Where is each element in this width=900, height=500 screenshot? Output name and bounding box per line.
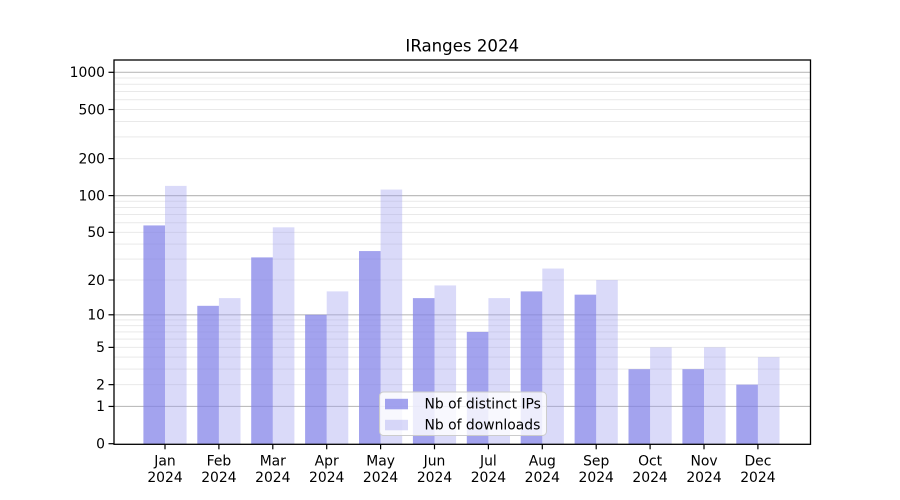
x-tick-label-month-jul: Jul (479, 454, 497, 470)
x-tick-label-year-aug: 2024 (525, 470, 561, 486)
x-tick-label-month-jun: Jun (423, 454, 446, 470)
bar-distinct-ips-feb (197, 305, 219, 445)
y-tick-label-1000: 1000 (70, 65, 105, 81)
y-tick-label-500: 500 (78, 102, 105, 118)
legend-label-downloads: Nb of downloads (425, 418, 541, 434)
bar-downloads-oct (650, 347, 672, 445)
bar-downloads-nov (704, 347, 726, 445)
x-tick-label-month-feb: Feb (207, 454, 232, 470)
bar-distinct-ips-oct (628, 369, 651, 445)
bar-downloads-jan (165, 185, 187, 445)
y-tick-label-1: 1 (96, 399, 105, 415)
bar-distinct-ips-may (359, 251, 381, 445)
bar-distinct-ips-jan (143, 225, 165, 445)
bar-distinct-ips-sep (574, 294, 597, 445)
x-tick-label-year-may: 2024 (363, 470, 399, 486)
x-tick-label-year-oct: 2024 (632, 470, 668, 486)
y-tick-label-50: 50 (87, 225, 105, 241)
chart-title: IRanges 2024 (405, 37, 519, 56)
y-tick-label-20: 20 (87, 273, 105, 289)
legend-box (379, 391, 547, 436)
legend-swatch-downloads (385, 419, 408, 431)
y-tick-label-2: 2 (96, 377, 105, 393)
x-tick-label-month-nov: Nov (690, 454, 717, 470)
x-tick-label-year-apr: 2024 (309, 470, 345, 486)
y-tick-label-0: 0 (96, 437, 105, 453)
y-tick-label-5: 5 (96, 340, 105, 356)
bar-distinct-ips-apr (305, 314, 327, 445)
x-tick-label-month-dec: Dec (744, 454, 771, 470)
plot-frame (113, 59, 812, 445)
bar-distinct-ips-nov (682, 369, 704, 445)
x-tick-label-month-may: May (366, 454, 395, 470)
x-tick-label-month-oct: Oct (638, 454, 663, 470)
bar-downloads-dec (757, 357, 780, 445)
x-tick-label-year-feb: 2024 (201, 470, 237, 486)
x-tick-label-year-nov: 2024 (686, 470, 722, 486)
x-tick-label-month-aug: Aug (529, 454, 556, 470)
legend-swatch-distinct-ips (385, 398, 408, 410)
bar-downloads-aug (542, 268, 564, 445)
bar-downloads-may (380, 189, 403, 445)
x-tick-label-year-mar: 2024 (255, 470, 291, 486)
bar-downloads-apr (326, 291, 349, 445)
x-tick-label-year-dec: 2024 (740, 470, 776, 486)
x-tick-label-year-jul: 2024 (471, 470, 507, 486)
bar-downloads-mar (272, 227, 295, 445)
y-tick-label-200: 200 (78, 151, 105, 167)
bar-distinct-ips-dec (736, 384, 758, 445)
x-tick-label-year-jun: 2024 (417, 470, 453, 486)
bar-downloads-sep (596, 280, 618, 445)
x-tick-label-year-sep: 2024 (579, 470, 615, 486)
y-tick-label-100: 100 (78, 188, 105, 204)
x-tick-label-month-mar: Mar (260, 454, 286, 470)
bar-distinct-ips-mar (251, 257, 273, 445)
x-tick-label-month-apr: Apr (315, 454, 339, 470)
bar-downloads-feb (218, 298, 241, 445)
x-tick-label-month-sep: Sep (583, 454, 609, 470)
y-tick-label-10: 10 (87, 308, 105, 324)
legend-label-distinct-ips: Nb of distinct IPs (425, 397, 541, 413)
x-tick-label-month-jan: Jan (153, 454, 175, 470)
x-tick-label-year-jan: 2024 (147, 470, 183, 486)
